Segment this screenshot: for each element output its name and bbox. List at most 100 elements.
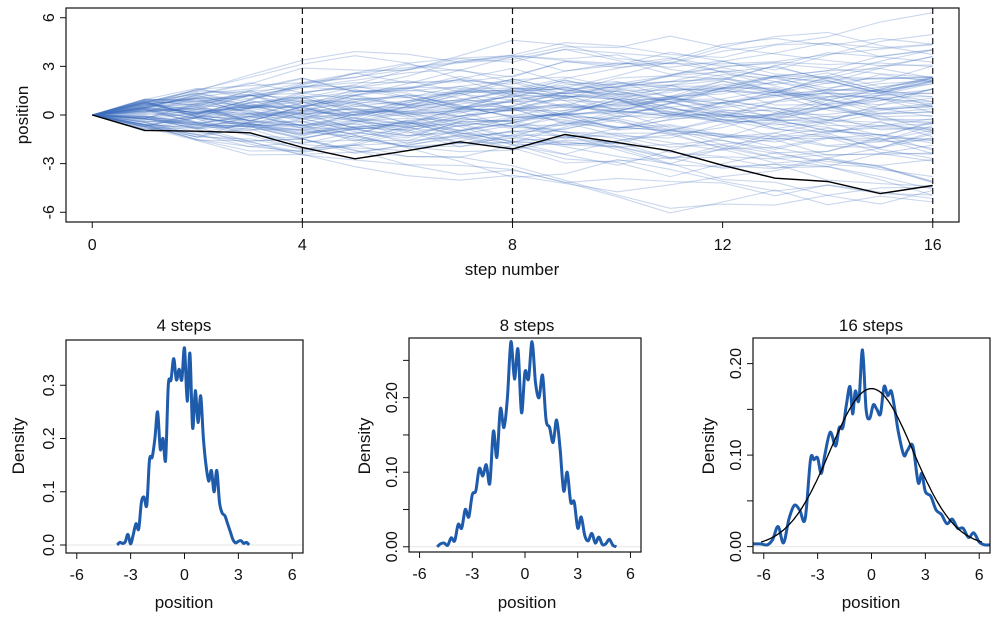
walk-line (92, 110, 933, 131)
walk-line (92, 41, 933, 116)
walk-line (92, 81, 933, 116)
walk-line (92, 100, 933, 166)
walk-line (92, 73, 933, 117)
x-tick-label: 3 (234, 567, 243, 584)
panel-title-8-steps: 8 steps (500, 316, 555, 335)
x-tick-label: 0 (88, 237, 97, 254)
y-tick-label: 0.00 (384, 531, 401, 562)
density-curve (753, 348, 990, 547)
x-tick-label: -3 (811, 567, 825, 584)
walk-line (92, 76, 933, 145)
x-tick-label: 3 (573, 566, 582, 583)
y-tick-label: 0.20 (384, 382, 401, 413)
x-tick-label: 8 (508, 237, 517, 254)
walk-line (92, 92, 933, 136)
panel-16-x-axis-label: position (842, 593, 901, 612)
walk-line (92, 106, 933, 160)
walk-line (92, 103, 933, 190)
panel-title-16-steps: 16 steps (839, 316, 903, 335)
walks-y-axis-label: position (13, 86, 32, 145)
highlighted-walk-line (92, 114, 933, 195)
y-tick-label: 0.00 (728, 531, 745, 562)
y-tick-label: 0.10 (728, 439, 745, 470)
panel-4-x-axis-label: position (155, 593, 214, 612)
walk-line (92, 57, 933, 116)
walks-x-axis: 0 4 8 12 16 (88, 222, 942, 254)
x-tick-label: 0 (521, 566, 530, 583)
y-tick-label: -6 (41, 205, 58, 219)
x-tick-label: -6 (757, 567, 771, 584)
walk-line (92, 88, 933, 132)
vertical-reference-lines (301, 8, 934, 222)
walk-line (92, 94, 933, 196)
walk-line (92, 92, 933, 149)
x-tick-label: 16 (924, 237, 942, 254)
x-tick-label: -6 (70, 567, 84, 584)
y-tick-label: 0.3 (41, 374, 58, 396)
walk-line (92, 35, 933, 128)
walk-line (92, 114, 933, 178)
walk-line (92, 31, 933, 116)
walk-line (92, 77, 933, 125)
panel-title-4-steps: 4 steps (157, 316, 212, 335)
walk-line (92, 101, 933, 142)
walk-line (92, 33, 933, 118)
y-tick-label: 0.1 (41, 481, 58, 503)
walk-line (92, 52, 933, 124)
x-tick-label: 12 (714, 237, 732, 254)
x-tick-label: 3 (921, 567, 930, 584)
x-tick-label: 6 (975, 567, 984, 584)
x-tick-label: 0 (867, 567, 876, 584)
y-tick-label: -3 (41, 156, 58, 170)
walk-line (92, 55, 933, 123)
walk-line (92, 91, 933, 116)
walks-y-axis: -6 -3 0 3 6 (41, 13, 66, 219)
x-tick-label: 6 (626, 566, 635, 583)
walk-line (92, 93, 933, 138)
walk-line (92, 56, 933, 116)
walks-x-axis-label: step number (465, 260, 560, 279)
walk-line (92, 114, 933, 187)
x-tick-label: 6 (288, 567, 297, 584)
y-tick-label: 0.0 (41, 534, 58, 556)
panel-16-y-axis-label: Density (699, 417, 718, 474)
walk-line (92, 114, 933, 165)
panel-8-y-axis-label: Density (355, 417, 374, 474)
walks-panel: 0 4 8 12 16 -6 -3 0 3 6 step number position (13, 7, 960, 279)
walk-line (92, 92, 933, 150)
y-tick-label: 0 (41, 110, 58, 119)
walk-line (92, 86, 933, 117)
y-tick-label: 0.2 (41, 427, 58, 449)
normal-density-curve (760, 387, 983, 543)
walk-line (92, 114, 933, 193)
walk-line (92, 101, 933, 144)
y-tick-label: 3 (41, 62, 58, 71)
x-tick-label: -6 (412, 566, 426, 583)
walk-line (92, 42, 933, 116)
x-tick-label: -3 (124, 567, 138, 584)
walk-line (92, 78, 933, 120)
walk-line (92, 114, 933, 166)
walk-line (92, 44, 933, 116)
walk-line (92, 114, 933, 209)
panel-8-x-axis-label: position (498, 593, 557, 612)
panel-4-y-axis-label: Density (9, 417, 28, 474)
walk-lines-group (92, 12, 933, 214)
x-tick-label: 4 (298, 237, 307, 254)
density-curve (116, 346, 251, 547)
walk-line (92, 77, 933, 151)
x-tick-label: -3 (465, 566, 479, 583)
density-panel-4-steps: 4 steps position Density -6 -3 0 3 6 0.0 0.1 0.… (9, 316, 304, 612)
density-panel-8-steps: 8 steps position Density -6 -3 0 3 6 0.00 0.10… (355, 316, 642, 612)
density-panel-16-steps: 16 steps position Density -6 -3 0 3 6 0.00 0.1… (699, 316, 991, 612)
walk-line (92, 56, 933, 118)
walk-line (92, 100, 933, 170)
walk-line (92, 54, 933, 118)
y-tick-label: 6 (41, 13, 58, 22)
x-tick-label: 0 (180, 567, 189, 584)
density-curve (436, 340, 618, 549)
y-tick-label: 0.20 (728, 348, 745, 379)
walk-line (92, 87, 933, 133)
y-tick-label: 0.10 (384, 457, 401, 488)
